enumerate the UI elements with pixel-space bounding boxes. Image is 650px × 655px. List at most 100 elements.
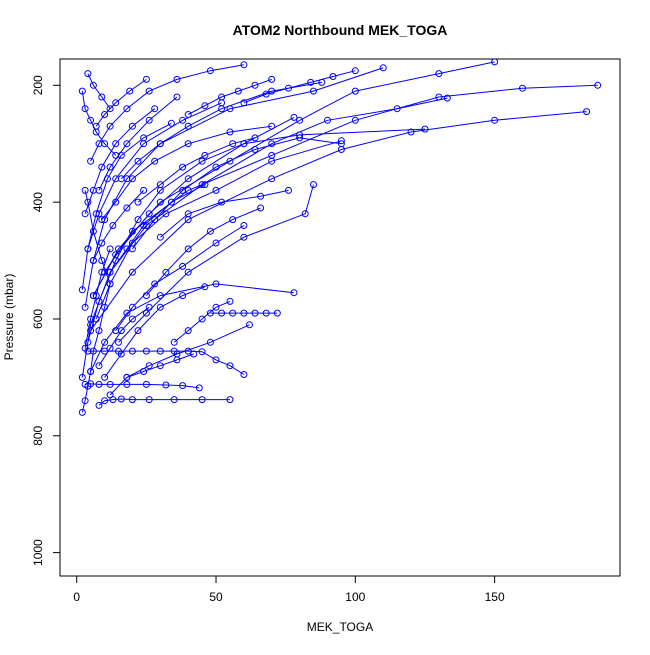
series-line bbox=[92, 61, 495, 296]
x-axis-label: MEK_TOGA bbox=[307, 620, 373, 634]
series-line bbox=[81, 102, 222, 290]
data-point bbox=[98, 216, 106, 224]
data-point bbox=[112, 140, 120, 148]
data-point bbox=[142, 380, 150, 388]
data-point bbox=[98, 93, 106, 101]
series-line bbox=[92, 190, 144, 261]
data-point bbox=[81, 344, 89, 352]
data-point bbox=[212, 163, 220, 171]
data-point bbox=[198, 348, 206, 356]
data-point bbox=[128, 245, 136, 253]
data-point bbox=[117, 175, 125, 183]
profile-series bbox=[240, 67, 359, 107]
data-point bbox=[123, 140, 131, 148]
data-point bbox=[218, 93, 226, 101]
data-point bbox=[106, 268, 114, 276]
data-point bbox=[229, 309, 237, 317]
profile-series bbox=[87, 108, 591, 335]
data-point bbox=[212, 239, 220, 247]
data-point bbox=[179, 186, 187, 194]
data-point bbox=[98, 257, 106, 264]
profile-series bbox=[156, 186, 292, 241]
series-line bbox=[90, 283, 295, 372]
data-point bbox=[81, 397, 89, 405]
data-point bbox=[251, 81, 259, 89]
data-point bbox=[170, 396, 178, 404]
data-point bbox=[251, 134, 259, 142]
series-line bbox=[84, 108, 156, 214]
data-point bbox=[206, 67, 214, 75]
data-point bbox=[226, 157, 234, 165]
data-point bbox=[101, 140, 109, 148]
data-point bbox=[101, 338, 109, 346]
y-tick-label: 400 bbox=[31, 192, 45, 212]
data-point bbox=[201, 181, 209, 189]
profile-series bbox=[123, 350, 198, 381]
data-point bbox=[179, 163, 187, 171]
x-tick-label: 150 bbox=[485, 590, 505, 604]
series-line bbox=[101, 125, 272, 220]
data-point bbox=[92, 292, 100, 300]
y-tick-label: 200 bbox=[31, 75, 45, 95]
data-point bbox=[89, 81, 97, 89]
data-point bbox=[173, 356, 181, 364]
data-point bbox=[206, 227, 214, 235]
series-line bbox=[95, 78, 147, 127]
data-point bbox=[310, 87, 317, 95]
data-point bbox=[195, 384, 203, 392]
data-point bbox=[101, 397, 109, 405]
profile-series bbox=[92, 137, 345, 323]
data-point bbox=[84, 245, 92, 253]
profile-series bbox=[81, 245, 114, 352]
data-point bbox=[257, 192, 265, 200]
data-point bbox=[257, 204, 265, 212]
data-point bbox=[123, 380, 131, 388]
series-line bbox=[84, 67, 384, 308]
data-point bbox=[179, 382, 187, 390]
data-point bbox=[81, 186, 89, 194]
data-point bbox=[184, 122, 192, 130]
series-line bbox=[120, 81, 322, 180]
data-point bbox=[443, 94, 451, 102]
data-point bbox=[190, 350, 198, 358]
data-point bbox=[268, 157, 276, 165]
profile-series bbox=[170, 297, 234, 346]
data-point bbox=[98, 163, 106, 171]
data-point bbox=[229, 140, 237, 148]
data-point bbox=[134, 198, 142, 206]
profile-series bbox=[92, 75, 150, 130]
data-point bbox=[301, 210, 309, 218]
data-point bbox=[268, 175, 276, 183]
data-point bbox=[151, 280, 159, 288]
data-point bbox=[92, 122, 100, 130]
data-point bbox=[240, 61, 248, 69]
profile-series bbox=[95, 395, 234, 409]
series-line bbox=[98, 96, 178, 191]
data-point bbox=[89, 227, 97, 235]
series-line bbox=[159, 189, 289, 238]
data-point bbox=[234, 87, 242, 95]
data-point bbox=[117, 350, 125, 358]
series-line bbox=[104, 286, 206, 378]
profile-series bbox=[117, 78, 326, 183]
data-point bbox=[145, 210, 153, 218]
data-point bbox=[167, 198, 175, 206]
data-point bbox=[128, 396, 136, 404]
data-point bbox=[212, 303, 220, 311]
data-point bbox=[251, 146, 259, 153]
data-point bbox=[262, 90, 270, 98]
series-line bbox=[146, 207, 261, 296]
data-point bbox=[179, 262, 187, 270]
data-point bbox=[184, 245, 192, 253]
series-line bbox=[137, 137, 256, 203]
data-point bbox=[198, 157, 206, 165]
data-point bbox=[101, 111, 109, 118]
data-point bbox=[156, 233, 164, 241]
data-point bbox=[115, 338, 122, 346]
data-point bbox=[285, 84, 292, 92]
y-axis: 200 400 600 800 1000 bbox=[31, 75, 61, 566]
data-point bbox=[142, 347, 150, 355]
data-point bbox=[201, 283, 209, 291]
data-point bbox=[106, 122, 114, 130]
